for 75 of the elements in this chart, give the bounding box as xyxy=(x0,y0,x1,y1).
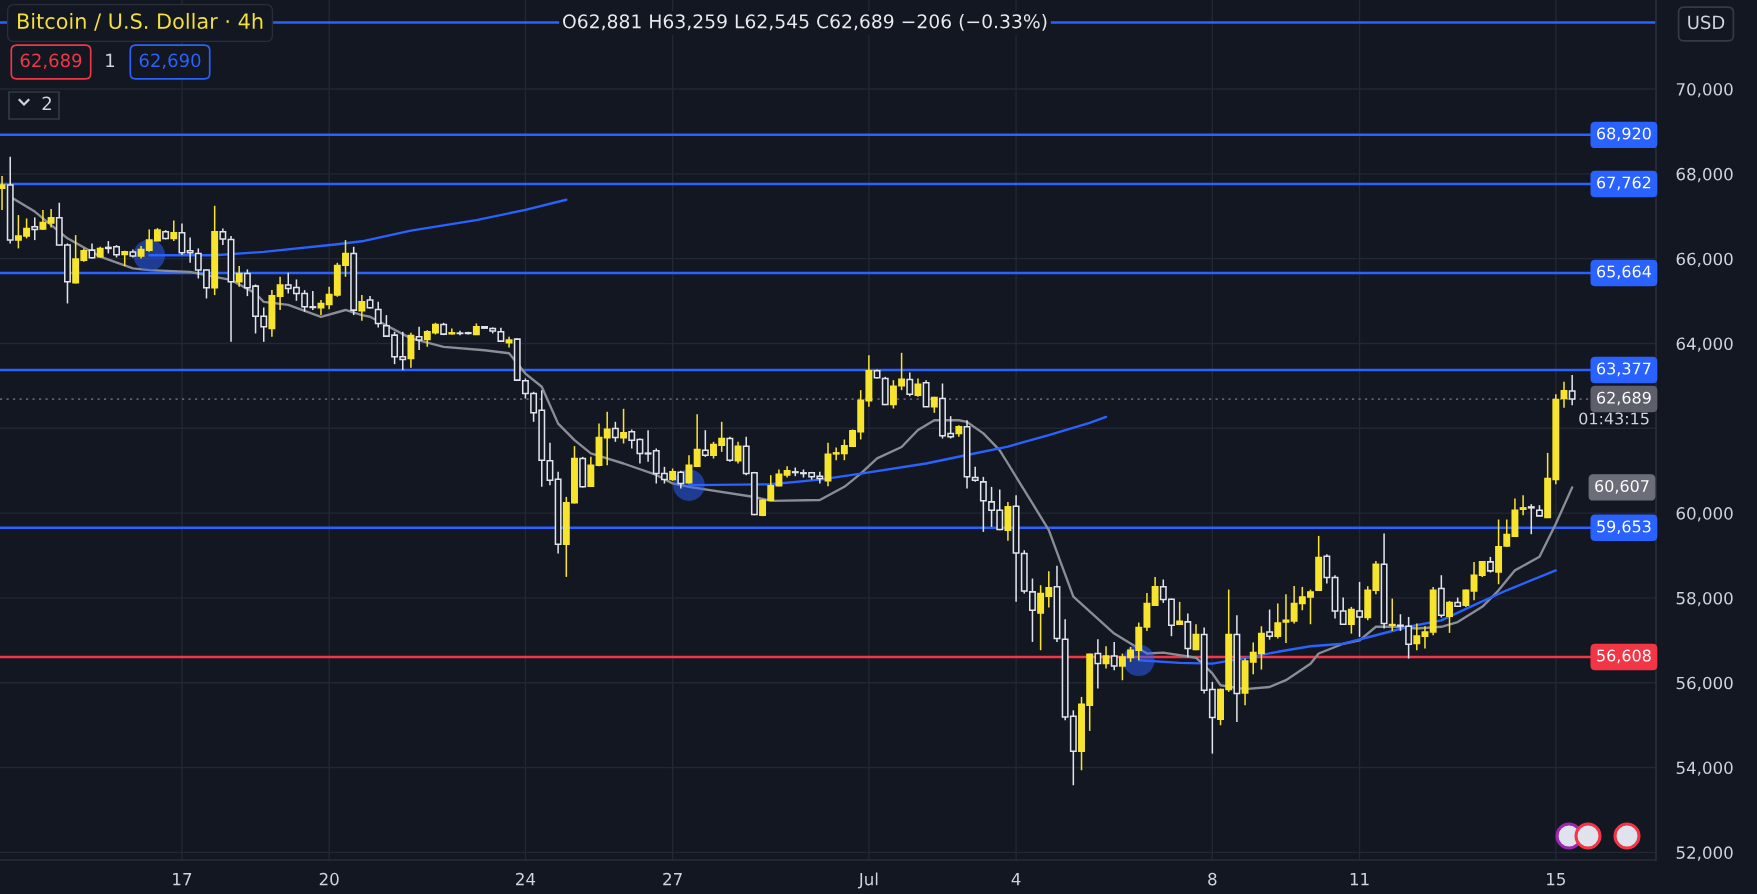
y-tick-label: 68,000 xyxy=(1676,167,1733,183)
candlestick xyxy=(358,294,366,322)
candlestick xyxy=(1356,581,1364,638)
y-tick-label: 52,000 xyxy=(1676,846,1733,861)
candlestick xyxy=(1568,374,1576,406)
y-tick-label: 58,000 xyxy=(1676,591,1733,607)
candlestick xyxy=(1266,608,1274,641)
candlestick xyxy=(1323,553,1331,585)
candlestick xyxy=(170,219,178,242)
annotation: 1 xyxy=(106,53,115,67)
x-tick-label: Jul xyxy=(857,872,878,889)
annotation: 60,607 xyxy=(1595,479,1649,494)
candlestick xyxy=(971,466,979,483)
x-tick-label: 8 xyxy=(1208,872,1217,886)
annotation: 2 xyxy=(42,96,51,110)
candlestick xyxy=(407,332,415,369)
candlestick xyxy=(1519,494,1527,516)
ref-line-label: 68,920 xyxy=(1597,127,1651,142)
x-tick-label: 11 xyxy=(1350,873,1369,886)
text: Bitcoin / U.S. Dollar · 4h xyxy=(18,12,263,31)
candlestick xyxy=(620,408,628,445)
candlestick xyxy=(47,208,55,229)
candlestick xyxy=(1151,576,1159,606)
y-tick-label: 64,000 xyxy=(1676,337,1733,352)
y-tick-label: 70,000 xyxy=(1676,83,1733,98)
ref-line-label: 65,664 xyxy=(1597,265,1651,280)
candlestick xyxy=(1004,501,1012,542)
candlestick xyxy=(31,216,39,241)
candlestick xyxy=(726,436,734,463)
candlestick xyxy=(415,326,423,351)
y-tick-label: 66,000 xyxy=(1676,252,1733,267)
candlestick xyxy=(734,441,742,465)
candlestick xyxy=(1339,596,1347,626)
candlestick xyxy=(611,421,619,443)
ref-line-label: 62,689 xyxy=(1597,391,1651,406)
text: USD xyxy=(1688,15,1725,30)
candlestick xyxy=(0,175,6,211)
candlestick xyxy=(1347,606,1355,635)
candlestick xyxy=(374,300,382,329)
candlestick xyxy=(1388,597,1396,632)
candlestick xyxy=(685,454,693,485)
y-tick-label: 56,000 xyxy=(1676,676,1733,692)
candlestick xyxy=(1446,600,1453,634)
candlestick xyxy=(1413,622,1421,652)
ref-line-label: 56,608 xyxy=(1597,649,1651,664)
x-tick-label: 20 xyxy=(319,872,339,886)
candlestick xyxy=(587,456,595,488)
annotation: 01:43:15 xyxy=(1579,412,1649,425)
candlestick xyxy=(1110,641,1118,671)
candlestick xyxy=(603,411,611,466)
y-tick-label: 54,000 xyxy=(1676,761,1733,776)
ref-line-label: 67,762 xyxy=(1597,176,1651,191)
candlestick xyxy=(1102,645,1110,670)
candlestick xyxy=(906,371,914,397)
candlestick xyxy=(1421,625,1429,650)
text: O62,881 H63,259 L62,545 C62,689 −206 (−0.33%) xyxy=(563,13,1047,31)
candlestick xyxy=(693,413,701,468)
candlestick xyxy=(1527,503,1535,535)
ref-line-label: 59,653 xyxy=(1597,520,1651,535)
ref-line-label: 63,377 xyxy=(1597,362,1651,377)
candlestick xyxy=(914,377,922,398)
x-tick-label: 4 xyxy=(1011,873,1021,886)
x-tick-label: 27 xyxy=(663,872,682,886)
candlestick xyxy=(276,276,284,311)
candlestick xyxy=(178,222,186,256)
annotation: 62,690 xyxy=(139,53,201,70)
candlestick xyxy=(701,429,709,458)
x-tick-label: 24 xyxy=(516,872,536,886)
candlestick xyxy=(235,265,243,288)
annotation: 62,689 xyxy=(20,53,82,70)
x-tick-label: 15 xyxy=(1547,873,1565,886)
candlestick xyxy=(1176,601,1184,625)
y-tick-label: 60,000 xyxy=(1676,507,1733,522)
candlestick xyxy=(1094,638,1102,690)
x-tick-label: 17 xyxy=(173,873,192,886)
